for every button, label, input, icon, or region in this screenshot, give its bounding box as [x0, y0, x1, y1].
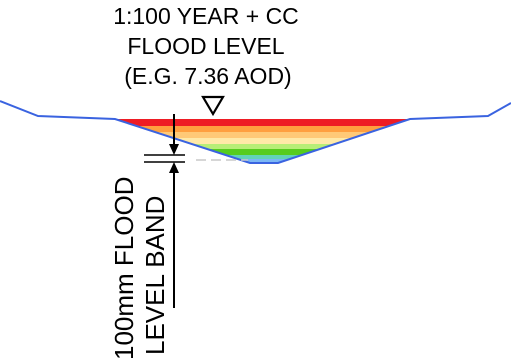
flood-band-red: [115, 119, 410, 126]
title-line-2: FLOOD LEVEL: [127, 33, 284, 59]
flood-band-orange: [115, 126, 410, 132]
title-line-1: 1:100 YEAR + CC: [113, 3, 299, 29]
flood-band-green: [115, 149, 410, 155]
flood-band-teal: [115, 155, 410, 159]
band-label-line-2: LEVEL BAND: [140, 196, 170, 355]
flood-band-light-blue: [115, 159, 410, 163]
flood-band-light-orange: [115, 132, 410, 138]
band-label-line-1: 100mm FLOOD: [109, 177, 139, 360]
flood-band-light-green: [115, 144, 410, 149]
flood-band-pale-yellow: [115, 138, 410, 144]
arrow-down-icon: [169, 144, 179, 155]
ground-profile-line: [0, 100, 511, 164]
arrow-up-icon: [169, 162, 179, 173]
title-line-3: (E.G. 7.36 AOD): [124, 63, 291, 89]
inverted-triangle-icon: [201, 95, 225, 117]
flood-bands: [115, 119, 410, 163]
